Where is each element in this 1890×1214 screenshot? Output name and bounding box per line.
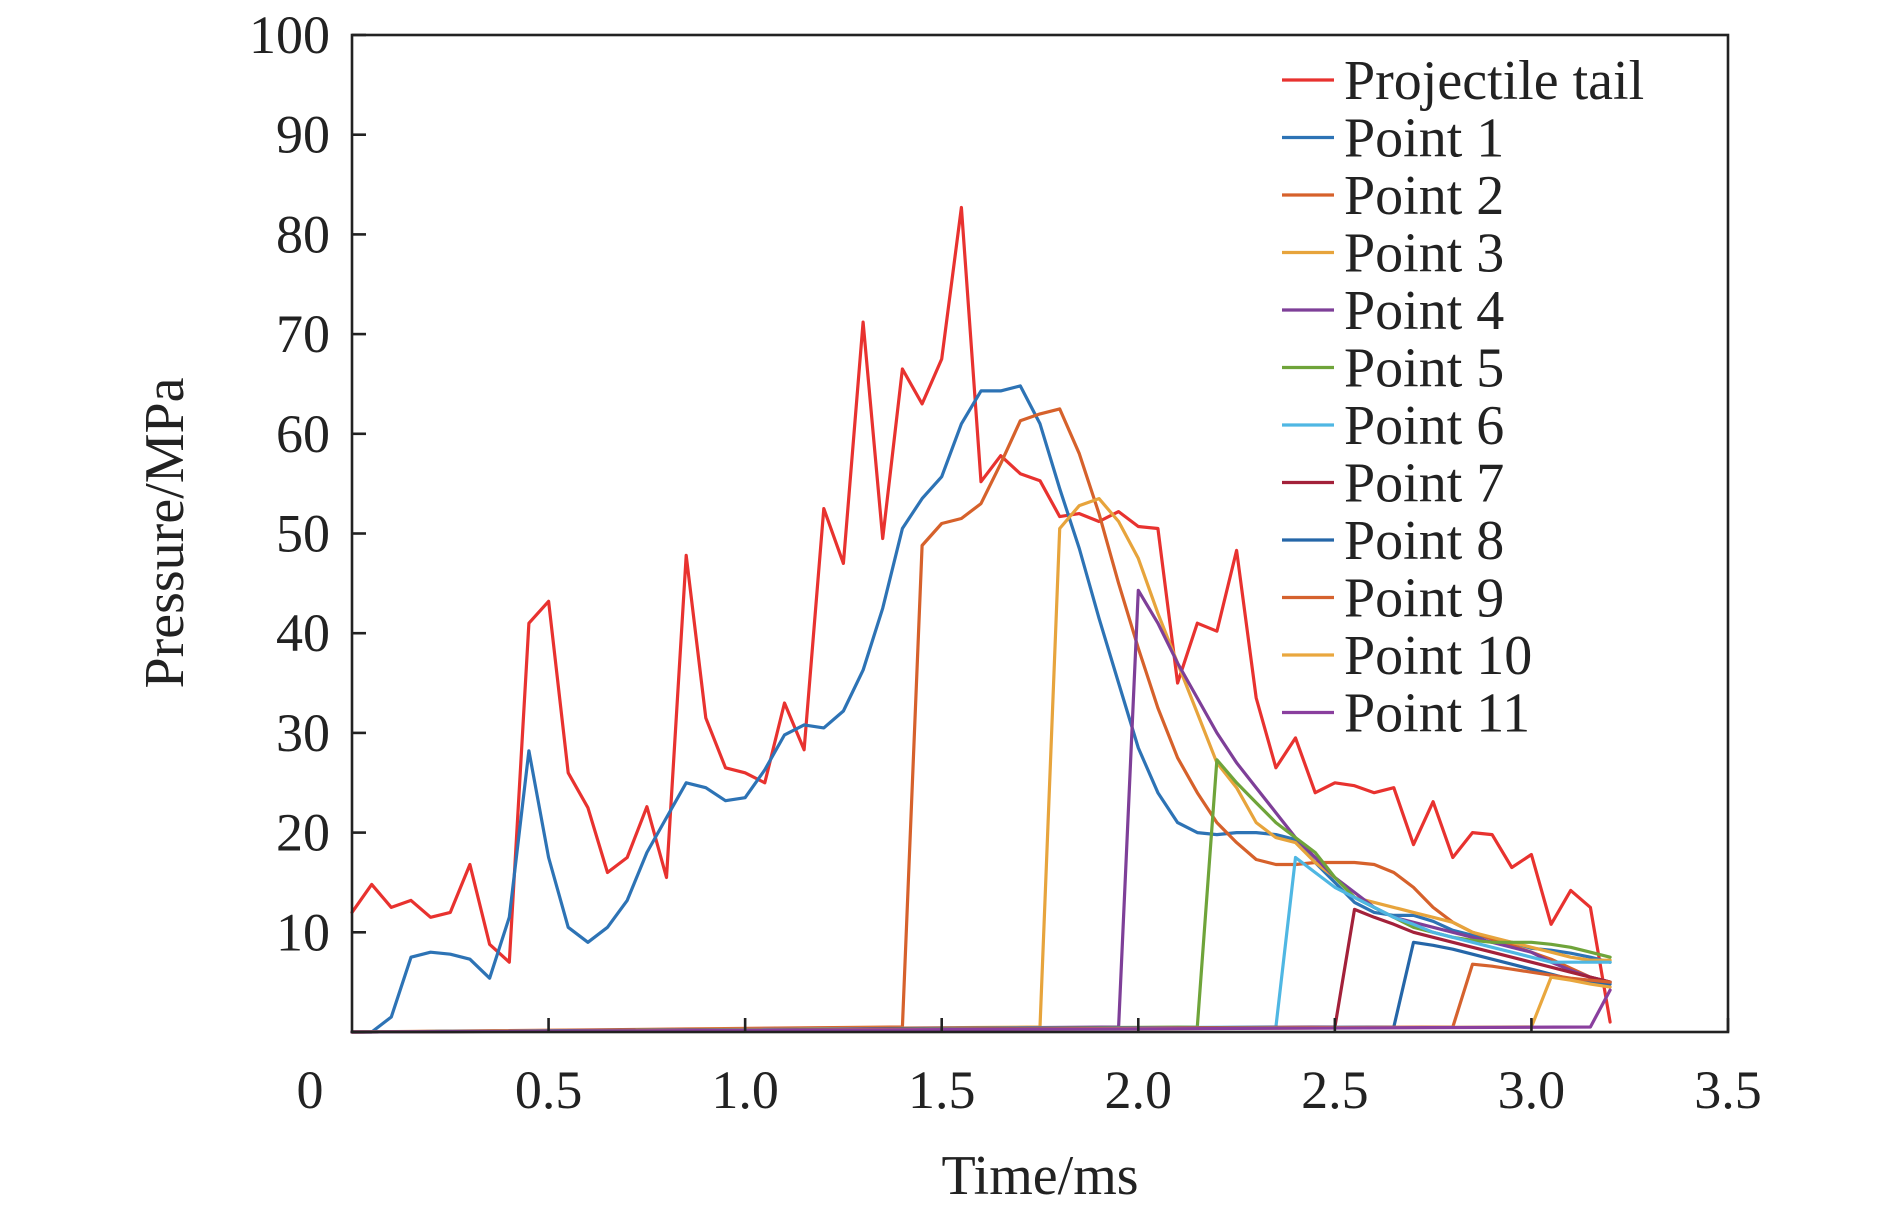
series-line-projectile-tail xyxy=(350,205,1612,1024)
legend-label-projectile-tail: Projectile tail xyxy=(1344,50,1644,112)
legend-label-point-11: Point 11 xyxy=(1344,683,1530,745)
legend-label-point-1: Point 1 xyxy=(1344,108,1504,170)
y-tick-label: 30 xyxy=(276,703,330,763)
x-tick-label: 3.0 xyxy=(1498,1060,1566,1120)
legend-label-point-7: Point 7 xyxy=(1344,453,1504,515)
x-tick-label: 2.0 xyxy=(1105,1060,1173,1120)
legend-label-point-4: Point 4 xyxy=(1344,280,1504,342)
y-tick-label: 100 xyxy=(249,5,330,65)
x-tick-label: 3.5 xyxy=(1694,1060,1762,1120)
x-tick-label: 0.5 xyxy=(515,1060,583,1120)
y-tick-label: 70 xyxy=(276,304,330,364)
series-line-point-4 xyxy=(350,588,1612,1034)
ticks-layer: 0.5 1.0 1.5 2.0 2.5 3.0 3.5 10 20 30 40 50 60 70 80 90 1… xyxy=(249,5,1762,1120)
y-tick-label: 40 xyxy=(276,603,330,663)
legend-label-point-2: Point 2 xyxy=(1344,165,1504,227)
legend-label-point-5: Point 5 xyxy=(1344,338,1504,400)
y-tick-label: 20 xyxy=(276,803,330,863)
origin-label: 0 xyxy=(297,1060,324,1120)
legend-label-point-10: Point 10 xyxy=(1344,625,1532,687)
series-line-point-9 xyxy=(350,962,1612,1034)
series-line-point-7 xyxy=(350,907,1612,1034)
legend-label-point-8: Point 8 xyxy=(1344,510,1504,572)
y-tick-label: 50 xyxy=(276,504,330,564)
legend-label-point-3: Point 3 xyxy=(1344,223,1504,285)
series-line-point-6 xyxy=(350,855,1612,1034)
series-line-point-8 xyxy=(350,940,1612,1034)
y-axis-title: Pressure/MPa xyxy=(134,377,196,688)
series-line-point-2 xyxy=(350,407,1612,1034)
x-tick-label: 1.0 xyxy=(711,1060,779,1120)
x-tick-label: 1.5 xyxy=(908,1060,976,1120)
series-line-point-1 xyxy=(350,384,1612,1034)
legend-label-point-9: Point 9 xyxy=(1344,568,1504,630)
x-axis-title: Time/ms xyxy=(941,1145,1138,1207)
legend-label-point-6: Point 6 xyxy=(1344,395,1504,457)
y-tick-label: 60 xyxy=(276,404,330,464)
y-tick-label: 80 xyxy=(276,204,330,264)
series-line-point-10 xyxy=(350,975,1612,1034)
plot-frame xyxy=(350,33,1730,1034)
y-tick-label: 90 xyxy=(276,105,330,165)
x-tick-label: 2.5 xyxy=(1301,1060,1369,1120)
series-line-point-11 xyxy=(350,988,1612,1034)
y-tick-label: 10 xyxy=(276,902,330,962)
